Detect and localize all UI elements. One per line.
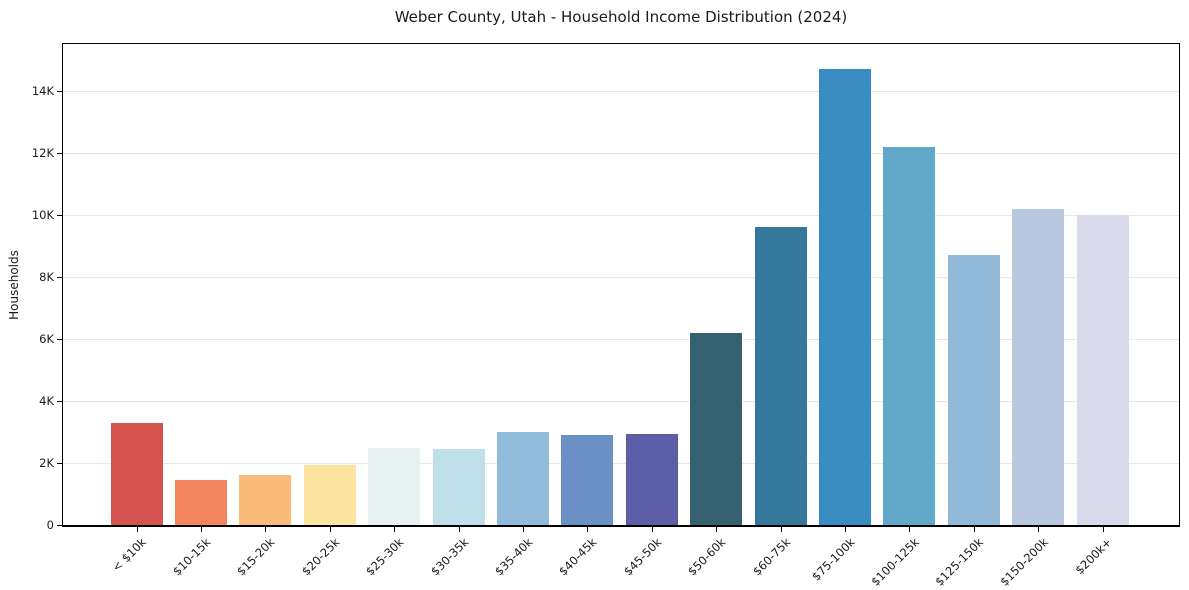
x-tick-label-text: $60-75k [749,535,793,579]
y-tick-label: 4K [39,393,54,408]
y-axis-tick [57,400,62,402]
y-axis-label-text: Households [7,250,22,320]
bar [754,227,807,525]
x-axis-tick [1038,527,1040,532]
x-tick-label-text: $50-60k [685,535,729,579]
bar [496,432,549,525]
bar [625,433,678,525]
y-tick-label: 8K [39,269,54,284]
x-axis-tick [587,527,589,532]
bar [239,475,292,525]
y-tick-label: 12K [31,145,54,160]
bar [947,255,1000,525]
x-axis-tick [200,527,202,532]
x-axis-tick [844,527,846,532]
gridline [63,462,1179,464]
bar [432,449,485,525]
y-axis-tick [57,90,62,92]
x-tick-label-text: < $10k [109,535,149,575]
x-axis-tick [458,527,460,532]
x-axis-tick [394,527,396,532]
y-tick-label: 6K [39,331,54,346]
x-axis-tick [651,527,653,532]
bar [1076,215,1129,525]
bar [883,146,936,525]
x-tick-label-text: $100-125k [867,535,922,589]
y-axis-tick [57,152,62,154]
x-tick-label-text: $125-150k [932,535,987,589]
y-axis-tick [57,338,62,340]
y-axis-tick [57,214,62,216]
gridline [63,338,1179,340]
x-tick-label-text: $40-45k [556,535,600,579]
bar [110,422,163,525]
plot-area [62,43,1180,527]
gridline [63,152,1179,154]
x-axis-tick [329,527,331,532]
x-axis-tick [716,527,718,532]
x-axis-tick [1102,527,1104,532]
y-tick-label: 10K [31,207,54,222]
y-axis-tick [57,524,62,526]
y-axis-tick [57,276,62,278]
gridline [63,400,1179,402]
x-tick-label-text: $15-20k [234,535,278,579]
y-tick-label: 14K [31,83,54,98]
y-axis-label: Households [0,43,28,527]
y-axis-tick [57,462,62,464]
gridline [63,276,1179,278]
x-axis-tick [909,527,911,532]
bar [303,464,356,525]
bar [368,447,421,525]
bar [690,332,743,525]
bar [1012,208,1065,525]
bar [174,480,227,525]
x-tick-label-text: $10-15k [169,535,214,579]
bar [818,69,871,525]
gridline [63,90,1179,92]
chart-title: Weber County, Utah - Household Income Di… [394,8,848,26]
x-axis-tick [136,527,138,532]
x-axis-tick [780,527,782,532]
x-tick-label-text: $150-200k [996,535,1051,589]
y-tick-label: 0 [46,517,54,532]
gridline [63,214,1179,216]
x-axis-tick [265,527,267,532]
x-axis-tick [522,527,524,532]
x-tick-label-text: $25-30k [363,535,407,579]
x-tick-label-text: $75-100k [808,535,858,584]
x-tick-label-text: $45-50k [620,535,665,579]
x-tick-label-text: $20-25k [298,535,343,579]
y-tick-label: 2K [39,455,54,470]
bar [561,435,614,525]
x-tick-label-text: $200k+ [1072,535,1115,578]
x-tick-label-text: $30-35k [427,535,471,579]
x-axis-tick [973,527,975,532]
x-tick-label-text: $35-40k [491,535,536,579]
